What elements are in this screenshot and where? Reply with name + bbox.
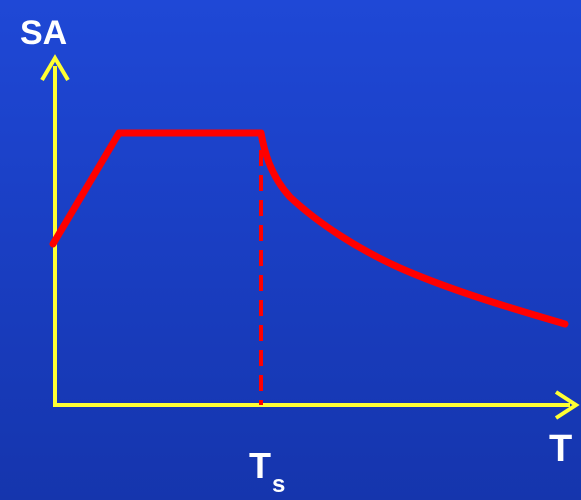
x-axis-label: T [549,428,573,470]
y-axis-arrowhead [40,54,70,82]
y-axis-label: SA [20,14,68,52]
x-axis-arrowhead [554,390,580,420]
ts-label-subscript: s [272,471,286,498]
spectrum-curve [49,129,569,328]
ts-label-main: T [249,445,271,486]
ts-label: Ts [249,445,285,497]
